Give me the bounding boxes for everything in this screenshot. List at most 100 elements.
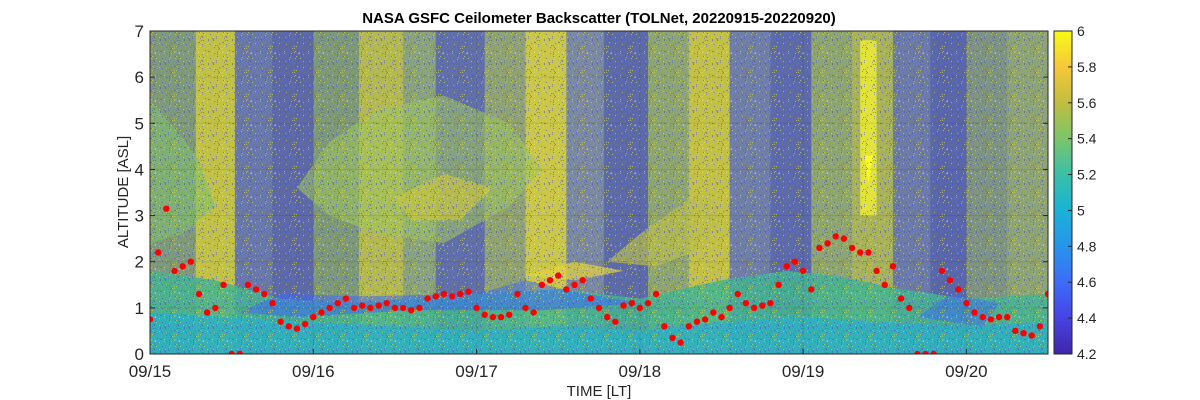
y-tick-label: 5	[135, 114, 144, 133]
colorbar-tick-label: 4.2	[1077, 346, 1097, 362]
pbl-point	[318, 309, 325, 316]
pbl-point	[440, 290, 448, 298]
pbl-point	[587, 295, 594, 302]
heatmap-area	[150, 31, 1048, 354]
x-tick-label: 09/15	[129, 362, 172, 381]
pbl-point	[701, 316, 709, 323]
colorbar-tick-label: 5.2	[1077, 167, 1097, 183]
pbl-point	[171, 267, 178, 275]
pbl-point	[906, 304, 913, 312]
pbl-point	[669, 334, 676, 342]
pbl-point	[408, 307, 415, 314]
pbl-point	[497, 313, 505, 321]
pbl-point	[571, 281, 578, 288]
pbl-point	[179, 263, 186, 270]
colorbar-tick-label: 6	[1077, 23, 1085, 39]
x-axis-title: TIME [LT]	[567, 383, 632, 400]
x-tick-label: 09/20	[945, 362, 988, 381]
pbl-point	[759, 302, 766, 309]
pbl-point	[579, 277, 586, 284]
pbl-point	[652, 290, 660, 298]
pbl-point	[301, 320, 309, 328]
pbl-point	[710, 309, 717, 316]
pbl-point	[350, 304, 358, 312]
pbl-point	[1036, 323, 1044, 330]
pbl-point	[530, 309, 537, 316]
pbl-point	[236, 350, 243, 354]
pbl-point	[595, 304, 603, 312]
pbl-point	[163, 205, 170, 212]
pbl-point	[857, 249, 864, 256]
pbl-point	[971, 309, 978, 316]
y-tick-label: 7	[135, 22, 144, 41]
pbl-point	[228, 350, 235, 354]
pbl-point	[1028, 332, 1035, 339]
pbl-point	[873, 267, 880, 275]
pbl-point	[955, 286, 962, 293]
pbl-point	[734, 290, 741, 298]
colorbar-ticks: 4.2 4.4 4.6 4.8 5 5.2 5.4 5.6 5.8 6	[1068, 23, 1097, 362]
pbl-point	[334, 300, 341, 307]
pbl-point	[922, 350, 929, 354]
pbl-point	[203, 309, 211, 316]
y-axis: 0 1 2 3 4 5 6 7	[135, 22, 1048, 364]
pbl-height-series	[150, 205, 1048, 354]
pbl-point	[979, 313, 986, 321]
x-tick-label: 09/16	[292, 362, 335, 381]
pbl-point	[269, 300, 276, 307]
pbl-point	[359, 302, 366, 309]
pbl-point	[946, 277, 954, 284]
pbl-point	[310, 313, 317, 321]
pbl-point	[767, 300, 774, 307]
colorbar	[1053, 30, 1073, 355]
pbl-point	[677, 339, 684, 346]
pbl-point	[889, 263, 897, 270]
pbl-point	[375, 302, 382, 309]
pbl-point	[1020, 330, 1027, 337]
pbl-point	[995, 313, 1003, 321]
pbl-point	[742, 300, 750, 307]
pbl-point	[628, 300, 635, 307]
pbl-point	[465, 288, 472, 295]
y-axis-title: ALTITUDE [ASL]	[115, 136, 132, 248]
pbl-point	[832, 233, 839, 240]
colorbar-tick-label: 5	[1077, 202, 1085, 218]
pbl-point	[1012, 327, 1019, 335]
pbl-point	[775, 281, 782, 288]
x-axis: 09/15 09/16 09/17 09/18 09/19 09/20	[129, 349, 988, 381]
pbl-point	[195, 290, 203, 298]
x-tick-label: 09/18	[619, 362, 662, 381]
pbl-point	[963, 300, 970, 307]
y-tick-label: 3	[135, 207, 144, 226]
pbl-point	[514, 290, 521, 298]
colorbar-tick-label: 5.4	[1077, 131, 1097, 147]
pbl-point	[383, 300, 390, 307]
pbl-point	[783, 263, 790, 270]
y-tick-label: 4	[135, 160, 144, 179]
pbl-point	[808, 286, 815, 293]
y-tick-label: 6	[135, 68, 144, 87]
pbl-point	[604, 313, 611, 321]
pbl-point	[930, 350, 937, 354]
pbl-point	[881, 281, 888, 288]
pbl-point	[506, 311, 513, 318]
pbl-point	[693, 318, 701, 325]
y-tick-label: 2	[135, 253, 144, 272]
x-tick-label: 09/17	[455, 362, 498, 381]
chart-title: NASA GSFC Ceilometer Backscatter (TOLNet…	[362, 10, 836, 27]
pbl-point	[840, 235, 848, 242]
colorbar-tick-label: 5.6	[1077, 95, 1097, 111]
pbl-point	[938, 267, 946, 275]
pbl-point	[799, 267, 807, 275]
pbl-point	[481, 311, 488, 318]
pbl-point	[391, 304, 399, 312]
pbl-point	[473, 304, 480, 312]
pbl-point	[563, 286, 570, 293]
pbl-point	[150, 316, 154, 323]
pbl-point	[897, 295, 905, 302]
colorbar-tick-label: 4.8	[1077, 238, 1097, 254]
pbl-point	[155, 249, 162, 256]
pbl-point	[457, 290, 464, 298]
pbl-point	[489, 313, 497, 321]
